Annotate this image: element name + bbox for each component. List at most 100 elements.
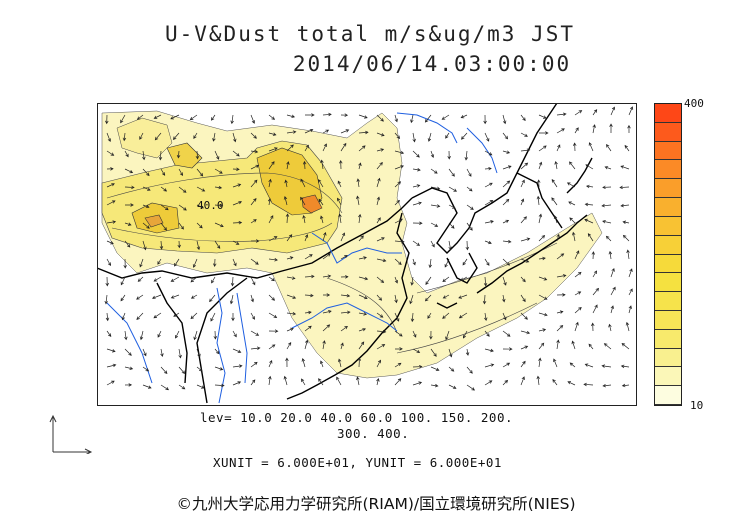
wind-arrow bbox=[574, 110, 583, 116]
wind-arrow bbox=[394, 294, 398, 304]
wind-arrow bbox=[268, 276, 275, 282]
wind-arrow bbox=[250, 258, 259, 265]
wind-arrow bbox=[160, 384, 170, 391]
chart-title: U-V&Dust total m/s&ug/m3 JST bbox=[164, 22, 575, 46]
wind-arrow bbox=[572, 142, 577, 152]
wind-arrow bbox=[592, 304, 598, 314]
wind-arrow bbox=[319, 360, 324, 368]
wind-arrow bbox=[250, 114, 256, 124]
wind-arrow bbox=[620, 203, 630, 208]
wind-arrow bbox=[192, 258, 198, 268]
wind-arrow bbox=[482, 294, 487, 305]
wind-arrow bbox=[268, 178, 272, 188]
wind-arrow bbox=[465, 348, 470, 356]
wind-arrow bbox=[448, 366, 455, 372]
wind-arrow bbox=[571, 231, 576, 242]
wind-arrow bbox=[339, 159, 343, 170]
wind-arrow bbox=[106, 240, 114, 245]
wind-arrow bbox=[268, 312, 278, 318]
wind-arrow bbox=[620, 165, 630, 170]
wind-arrow bbox=[448, 186, 458, 192]
wind-arrow bbox=[105, 276, 109, 287]
wind-arrow bbox=[285, 213, 290, 224]
dust-peak bbox=[301, 194, 323, 214]
wind-arrow bbox=[340, 325, 348, 332]
wind-arrow bbox=[602, 185, 612, 190]
wind-arrow bbox=[462, 330, 468, 339]
wind-arrow bbox=[196, 186, 206, 192]
wind-arrow bbox=[556, 144, 561, 152]
wind-arrow bbox=[484, 220, 494, 224]
wind-arrow bbox=[520, 148, 531, 152]
wind-arrow bbox=[214, 348, 220, 355]
wind-arrow bbox=[625, 321, 630, 332]
wind-arrow bbox=[322, 310, 332, 314]
wind-arrow bbox=[142, 384, 152, 389]
wind-arrow bbox=[462, 258, 468, 266]
wind-arrow bbox=[502, 132, 509, 140]
wind-arrow bbox=[122, 132, 127, 142]
wind-arrow bbox=[250, 361, 258, 368]
wind-arrow bbox=[340, 129, 350, 134]
wind-arrow bbox=[603, 343, 612, 350]
wind-arrow bbox=[340, 293, 351, 298]
wind-arrow bbox=[569, 161, 576, 170]
wind-arrow bbox=[556, 293, 566, 297]
wind-arrow bbox=[520, 114, 526, 122]
wind-arrow bbox=[322, 231, 327, 242]
wind-arrow bbox=[267, 198, 272, 206]
wind-arrow bbox=[601, 364, 612, 368]
wind-arrow bbox=[424, 294, 432, 302]
wind-arrow bbox=[250, 198, 257, 206]
wind-arrow bbox=[358, 213, 362, 224]
wind-arrow bbox=[106, 220, 117, 224]
wind-arrow bbox=[502, 198, 510, 206]
wind-arrow bbox=[209, 294, 216, 303]
wind-arrow bbox=[538, 235, 546, 242]
wind-arrow bbox=[502, 330, 511, 337]
colorbar-swatch bbox=[655, 367, 681, 387]
wind-vectors bbox=[104, 106, 634, 391]
wind-arrow bbox=[447, 150, 451, 160]
wind-arrow bbox=[427, 132, 432, 142]
wind-arrow bbox=[358, 312, 367, 316]
wind-arrow bbox=[536, 195, 541, 206]
wind-arrow bbox=[358, 256, 367, 260]
wind-arrow bbox=[461, 132, 468, 140]
wind-arrow bbox=[394, 218, 403, 224]
wind-arrow bbox=[624, 144, 630, 152]
wind-arrow bbox=[142, 168, 150, 177]
wind-arrow bbox=[586, 184, 594, 189]
colorbar-swatch bbox=[655, 179, 681, 199]
wind-arrow bbox=[175, 330, 180, 339]
wind-arrow bbox=[358, 114, 368, 119]
wind-arrow bbox=[445, 330, 450, 341]
wind-arrow bbox=[412, 168, 421, 172]
colorbar-swatch bbox=[655, 216, 681, 236]
wind-arrow bbox=[304, 325, 312, 332]
wind-arrow bbox=[592, 287, 600, 296]
wind-arrow bbox=[142, 150, 146, 161]
wind-arrow bbox=[538, 328, 547, 332]
wind-arrow bbox=[300, 178, 306, 188]
wind-arrow bbox=[232, 240, 240, 245]
wind-arrow bbox=[139, 258, 144, 268]
wind-arrow bbox=[214, 240, 221, 249]
wind-arrow bbox=[268, 114, 276, 120]
wind-arrow bbox=[193, 330, 198, 341]
wind-arrow bbox=[430, 383, 439, 388]
wind-arrow bbox=[178, 348, 182, 359]
wind-arrow bbox=[250, 149, 259, 154]
wind-arrow bbox=[484, 200, 494, 206]
wind-arrow bbox=[556, 274, 567, 278]
wind-arrow bbox=[466, 366, 473, 374]
wind-arrow bbox=[232, 381, 242, 386]
wind-arrow bbox=[250, 239, 260, 243]
wind-arrow bbox=[520, 360, 526, 368]
wind-arrow bbox=[340, 142, 347, 152]
wind-arrow bbox=[358, 276, 369, 281]
colorbar-swatch bbox=[655, 386, 681, 405]
rivers bbox=[106, 112, 498, 404]
colorbar-swatch bbox=[655, 198, 681, 217]
wind-arrow bbox=[569, 362, 576, 368]
